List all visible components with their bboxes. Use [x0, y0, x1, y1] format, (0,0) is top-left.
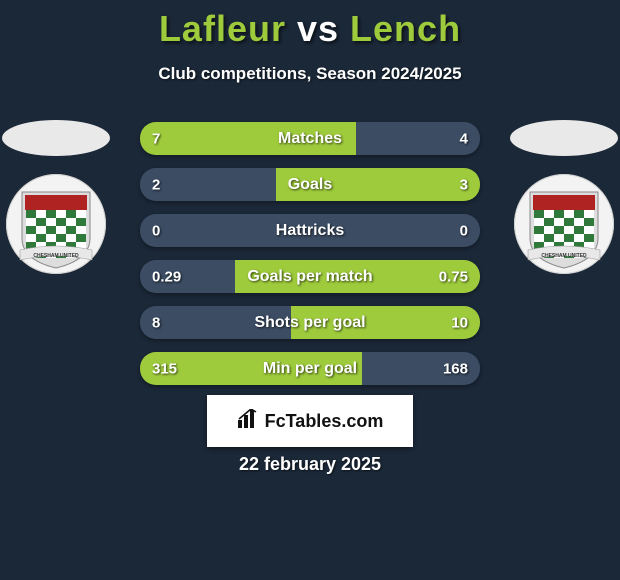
stat-value-p2: 3 [460, 176, 468, 193]
stat-row: 7 Matches 4 [140, 122, 480, 155]
player2-club-crest: CHESHAM UNITED [514, 174, 614, 274]
stat-label: Min per goal [263, 360, 357, 378]
stat-value-p1: 7 [152, 130, 160, 147]
stat-value-p1: 315 [152, 360, 177, 377]
stat-row: 2 Goals 3 [140, 168, 480, 201]
stat-value-p1: 2 [152, 176, 160, 193]
chart-icon [237, 409, 259, 434]
svg-text:CHESHAM UNITED: CHESHAM UNITED [541, 253, 587, 259]
stat-label: Matches [278, 130, 342, 148]
player1-name: Lafleur [159, 8, 286, 49]
stat-row: 8 Shots per goal 10 [140, 306, 480, 339]
player2-column: CHESHAM UNITED [514, 120, 614, 274]
logo-text: FcTables.com [265, 411, 384, 432]
stat-value-p2: 0 [460, 222, 468, 239]
stat-row: 315 Min per goal 168 [140, 352, 480, 385]
stat-value-p2: 168 [443, 360, 468, 377]
player1-club-crest: CHESHAM UNITED [6, 174, 106, 274]
stat-label: Goals per match [247, 268, 372, 286]
svg-text:CHESHAM UNITED: CHESHAM UNITED [33, 253, 79, 259]
fctables-logo: FcTables.com [207, 395, 413, 447]
stat-row: 0 Hattricks 0 [140, 214, 480, 247]
player1-column: CHESHAM UNITED [6, 120, 106, 274]
subtitle: Club competitions, Season 2024/2025 [0, 64, 620, 84]
stat-value-p1: 8 [152, 314, 160, 331]
stat-row: 0.29 Goals per match 0.75 [140, 260, 480, 293]
stat-value-p1: 0.29 [152, 268, 181, 285]
date: 22 february 2025 [239, 454, 381, 475]
stat-label: Shots per goal [254, 314, 365, 332]
stat-value-p2: 0.75 [439, 268, 468, 285]
stats-container: 7 Matches 4 2 Goals 3 0 Hattricks 0 0.29 Goals per… [140, 122, 480, 385]
player2-avatar [510, 120, 618, 156]
stat-bar-p1 [140, 168, 276, 201]
stat-label: Goals [288, 176, 332, 194]
vs-word: vs [297, 8, 339, 49]
page-title: Lafleur vs Lench [0, 0, 620, 50]
stat-value-p2: 10 [451, 314, 468, 331]
stat-value-p2: 4 [460, 130, 468, 147]
player1-avatar [2, 120, 110, 156]
player2-name: Lench [350, 8, 461, 49]
stat-label: Hattricks [276, 222, 344, 240]
stat-value-p1: 0 [152, 222, 160, 239]
